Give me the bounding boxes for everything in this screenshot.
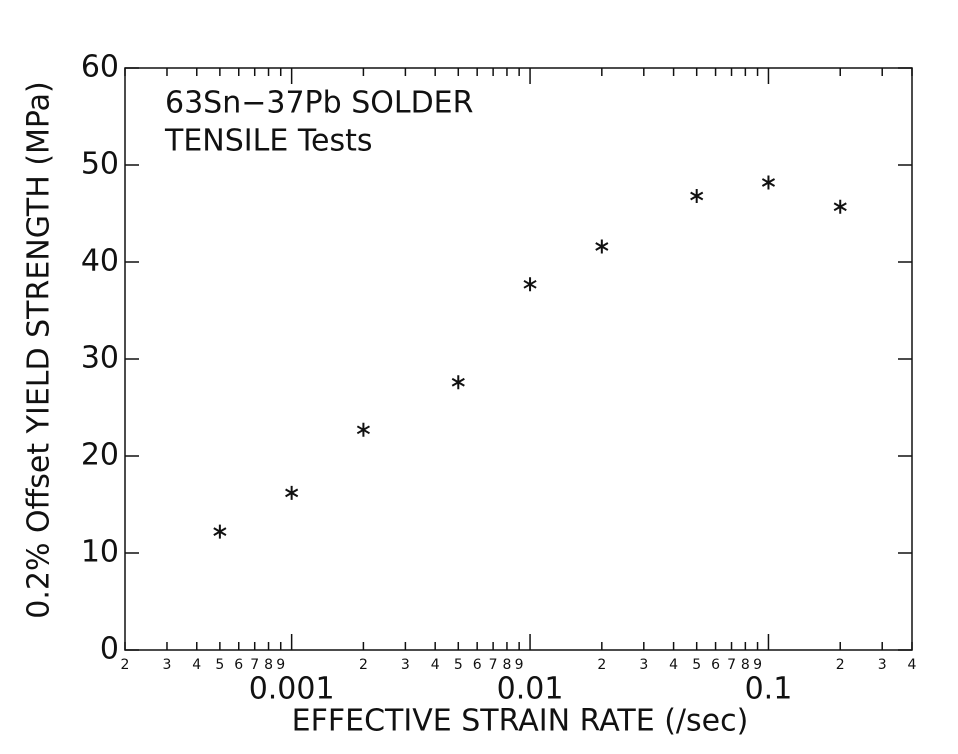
x-tick-label-minor: 7 — [727, 657, 736, 673]
y-tick-label: 40 — [81, 244, 119, 279]
y-tick-label: 10 — [81, 535, 119, 570]
x-tick-label-minor: 6 — [473, 657, 482, 673]
x-tick-label-minor: 7 — [489, 657, 498, 673]
data-point — [833, 199, 847, 214]
x-tick-label-minor: 3 — [401, 657, 410, 673]
x-tick-label-minor: 5 — [692, 657, 701, 673]
x-tick-label-minor: 9 — [753, 657, 762, 673]
chart-title: 63Sn−37Pb SOLDER — [165, 86, 473, 121]
x-tick-label-minor: 4 — [669, 657, 678, 673]
x-tick-label-minor: 8 — [502, 657, 511, 673]
y-axis-label: 0.2% Offset YIELD STRENGTH (MPa) — [22, 81, 57, 619]
x-tick-label-minor: 9 — [515, 657, 524, 673]
x-tick-label-minor: 3 — [639, 657, 648, 673]
data-point — [595, 239, 609, 254]
x-tick-label: 0.001 — [249, 672, 335, 707]
x-tick-label-minor: 7 — [250, 657, 259, 673]
y-tick-label: 50 — [81, 147, 119, 182]
x-tick-label-minor: 2 — [359, 657, 368, 673]
x-tick-label-minor: 6 — [234, 657, 243, 673]
x-tick-label: 0.1 — [745, 672, 793, 707]
x-tick-label-minor: 2 — [836, 657, 845, 673]
x-tick-label: 0.01 — [497, 672, 564, 707]
x-tick-label-minor: 5 — [454, 657, 463, 673]
x-tick-label-minor: 8 — [741, 657, 750, 673]
data-point — [523, 277, 537, 292]
x-tick-label-minor: 4 — [908, 657, 917, 673]
x-tick-label-minor: 2 — [597, 657, 606, 673]
x-axis-label: EFFECTIVE STRAIN RATE (/sec) — [292, 704, 749, 739]
x-tick-label-minor: 9 — [276, 657, 285, 673]
x-tick-label-minor: 4 — [431, 657, 440, 673]
y-tick-label: 60 — [81, 50, 119, 85]
data-point — [285, 485, 299, 500]
y-tick-label: 0 — [100, 632, 119, 667]
x-tick-label-minor: 6 — [711, 657, 720, 673]
x-tick-label-minor: 3 — [878, 657, 887, 673]
x-tick-label-minor: 2 — [121, 657, 130, 673]
chart-subtitle: TENSILE Tests — [164, 124, 373, 159]
data-point — [690, 189, 704, 204]
x-tick-label-minor: 8 — [264, 657, 273, 673]
data-point — [213, 524, 227, 539]
x-tick-label-minor: 5 — [215, 657, 224, 673]
y-tick-label: 20 — [81, 438, 119, 473]
data-point — [451, 375, 465, 390]
y-tick-label: 30 — [81, 341, 119, 376]
x-tick-label-minor: 4 — [192, 657, 201, 673]
data-point — [761, 175, 776, 190]
x-tick-label-minor: 3 — [163, 657, 172, 673]
data-point — [356, 422, 370, 437]
